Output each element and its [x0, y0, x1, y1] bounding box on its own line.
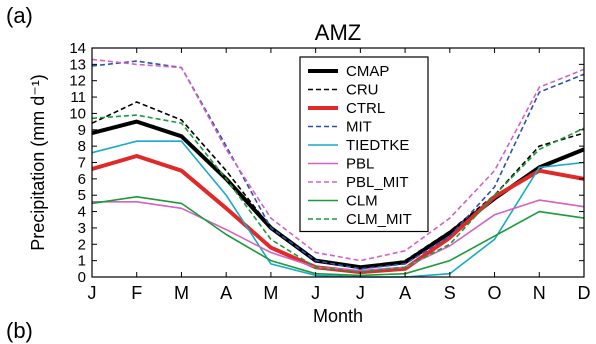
x-tick-label: J — [88, 283, 97, 303]
y-tick-label: 8 — [78, 138, 86, 155]
y-tick-label: 4 — [78, 204, 86, 221]
x-tick-label: F — [131, 283, 142, 303]
y-tick-label: 14 — [69, 40, 86, 57]
y-tick-label: 7 — [78, 155, 86, 172]
x-tick-label: D — [578, 283, 591, 303]
y-tick-label: 5 — [78, 187, 86, 204]
legend-label: CTRL — [346, 100, 385, 117]
legend-label: CLM — [346, 193, 378, 210]
chart-title: AMZ — [315, 20, 361, 45]
y-tick-label: 2 — [78, 236, 86, 253]
y-tick-label: 9 — [78, 122, 86, 139]
series-lines — [91, 58, 585, 278]
series-line-pbl-mit — [91, 58, 585, 262]
x-tick-label: J — [356, 283, 365, 303]
y-axis-label: Precipitation (mm d⁻¹) — [28, 74, 48, 251]
y-tick-label: 10 — [69, 105, 86, 122]
y-tick-label: 12 — [69, 73, 86, 90]
y-tick-label: 1 — [78, 253, 86, 270]
y-tick-label: 0 — [78, 269, 86, 286]
y-tick-label: 6 — [78, 171, 86, 188]
x-tick-label: N — [533, 283, 546, 303]
x-tick-label: J — [311, 283, 320, 303]
x-tick-label: O — [488, 283, 502, 303]
legend-label: PBL — [346, 156, 374, 173]
series-line-clm-mit — [91, 114, 585, 273]
legend-label: TIEDTKE — [346, 137, 409, 154]
x-tick-label: S — [444, 283, 456, 303]
x-tick-label: M — [263, 283, 278, 303]
legend-label: CRU — [346, 82, 379, 99]
legend-label: CLM_MIT — [346, 211, 412, 228]
x-axis-label: Month — [313, 306, 363, 326]
series-line-tiedtke — [91, 140, 585, 278]
series-line-clm — [91, 196, 585, 277]
y-tick-label: 3 — [78, 220, 86, 237]
x-tick-label: A — [220, 283, 232, 303]
legend-label: PBL_MIT — [346, 174, 409, 191]
x-tick-label: M — [174, 283, 189, 303]
y-tick-label: 11 — [70, 89, 86, 106]
legend-label: MIT — [346, 119, 372, 136]
x-tick-label: A — [399, 283, 411, 303]
legend-label: CMAP — [346, 63, 389, 80]
y-tick-label: 13 — [69, 56, 86, 73]
panel-label-a: (a) — [6, 3, 33, 28]
